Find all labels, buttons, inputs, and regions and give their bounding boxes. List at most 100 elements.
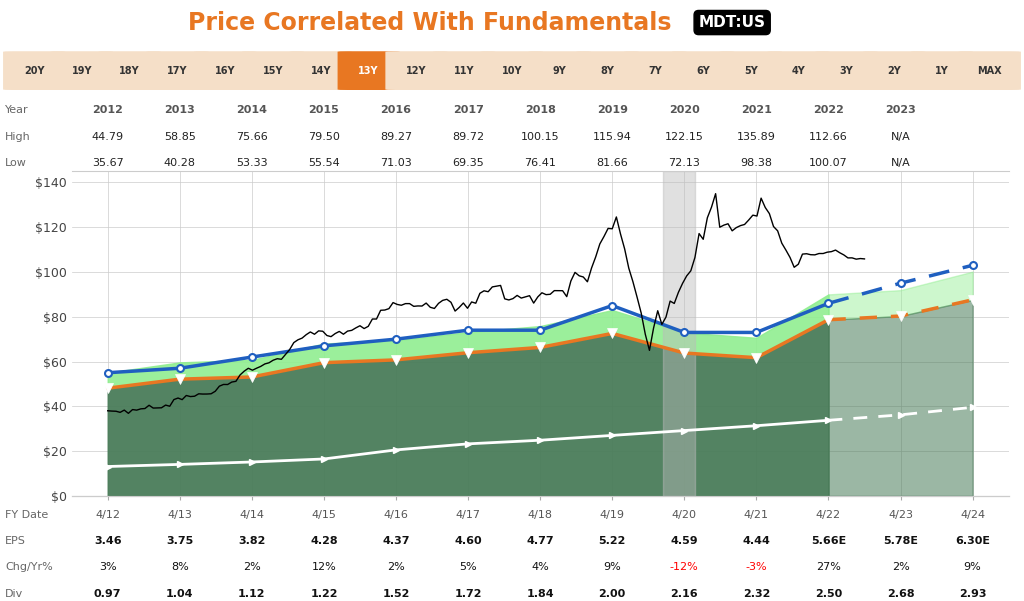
Text: 4.28: 4.28 bbox=[310, 536, 338, 546]
Text: 4/24: 4/24 bbox=[961, 510, 985, 520]
Text: 1.04: 1.04 bbox=[166, 588, 194, 599]
Text: 6.30E: 6.30E bbox=[955, 536, 990, 546]
Text: 20Y: 20Y bbox=[24, 66, 44, 76]
Text: 4/13: 4/13 bbox=[167, 510, 193, 520]
Text: 2023: 2023 bbox=[885, 105, 915, 115]
Text: 71.03: 71.03 bbox=[380, 159, 412, 168]
Text: 1.84: 1.84 bbox=[526, 588, 554, 599]
FancyBboxPatch shape bbox=[625, 51, 686, 90]
Text: EPS: EPS bbox=[5, 536, 26, 546]
Text: 2021: 2021 bbox=[741, 105, 772, 115]
Text: 5Y: 5Y bbox=[744, 66, 758, 76]
Text: 4/15: 4/15 bbox=[311, 510, 336, 520]
FancyBboxPatch shape bbox=[385, 51, 447, 90]
Text: 2%: 2% bbox=[243, 563, 261, 572]
Text: 5%: 5% bbox=[460, 563, 477, 572]
FancyBboxPatch shape bbox=[528, 51, 591, 90]
Text: 15Y: 15Y bbox=[263, 66, 284, 76]
Text: 3.75: 3.75 bbox=[166, 536, 194, 546]
FancyBboxPatch shape bbox=[720, 51, 782, 90]
Text: 2019: 2019 bbox=[597, 105, 628, 115]
Text: High: High bbox=[5, 132, 31, 142]
Text: Year: Year bbox=[5, 105, 29, 115]
Text: 18Y: 18Y bbox=[120, 66, 140, 76]
Text: 4/12: 4/12 bbox=[95, 510, 120, 520]
Text: 2018: 2018 bbox=[524, 105, 556, 115]
Text: 3Y: 3Y bbox=[840, 66, 853, 76]
Text: Chg/Yr%: Chg/Yr% bbox=[5, 563, 53, 572]
Text: 4/19: 4/19 bbox=[600, 510, 625, 520]
Text: 55.54: 55.54 bbox=[308, 159, 340, 168]
Bar bbox=[663, 171, 695, 496]
Text: 8Y: 8Y bbox=[601, 66, 614, 76]
FancyBboxPatch shape bbox=[958, 51, 1021, 90]
Text: 4/20: 4/20 bbox=[672, 510, 696, 520]
Text: 2%: 2% bbox=[387, 563, 404, 572]
FancyBboxPatch shape bbox=[672, 51, 734, 90]
FancyBboxPatch shape bbox=[481, 51, 543, 90]
Text: 12%: 12% bbox=[311, 563, 336, 572]
Text: 5.78E: 5.78E bbox=[883, 536, 919, 546]
Text: 17Y: 17Y bbox=[167, 66, 187, 76]
Text: 27%: 27% bbox=[816, 563, 841, 572]
Text: 10Y: 10Y bbox=[502, 66, 522, 76]
Text: 1.22: 1.22 bbox=[310, 588, 338, 599]
Text: 40.28: 40.28 bbox=[164, 159, 196, 168]
Text: MDT:US: MDT:US bbox=[698, 15, 766, 30]
FancyBboxPatch shape bbox=[911, 51, 973, 90]
FancyBboxPatch shape bbox=[290, 51, 352, 90]
Text: 2.93: 2.93 bbox=[958, 588, 986, 599]
Text: 4.59: 4.59 bbox=[671, 536, 698, 546]
FancyBboxPatch shape bbox=[98, 51, 161, 90]
Text: 2.00: 2.00 bbox=[599, 588, 626, 599]
Text: 2.68: 2.68 bbox=[887, 588, 914, 599]
FancyBboxPatch shape bbox=[242, 51, 304, 90]
Text: 53.33: 53.33 bbox=[237, 159, 267, 168]
Text: 72.13: 72.13 bbox=[669, 159, 700, 168]
Text: 2013: 2013 bbox=[165, 105, 196, 115]
Text: Low: Low bbox=[5, 159, 27, 168]
Text: 4/17: 4/17 bbox=[456, 510, 480, 520]
Text: N/A: N/A bbox=[891, 132, 910, 142]
Text: 100.15: 100.15 bbox=[521, 132, 559, 142]
Text: 7Y: 7Y bbox=[648, 66, 663, 76]
Text: 1.12: 1.12 bbox=[239, 588, 265, 599]
Text: 100.07: 100.07 bbox=[809, 159, 848, 168]
Text: 4%: 4% bbox=[531, 563, 549, 572]
Text: 12Y: 12Y bbox=[407, 66, 427, 76]
Text: 19Y: 19Y bbox=[72, 66, 92, 76]
Text: MAX: MAX bbox=[978, 66, 1002, 76]
Text: -3%: -3% bbox=[745, 563, 767, 572]
FancyBboxPatch shape bbox=[433, 51, 496, 90]
Text: 5.66E: 5.66E bbox=[811, 536, 846, 546]
Text: 11Y: 11Y bbox=[454, 66, 474, 76]
Text: 115.94: 115.94 bbox=[593, 132, 632, 142]
Text: 79.50: 79.50 bbox=[308, 132, 340, 142]
Text: 9Y: 9Y bbox=[553, 66, 566, 76]
Text: 4/18: 4/18 bbox=[527, 510, 553, 520]
Text: 0.97: 0.97 bbox=[94, 588, 122, 599]
Text: 2012: 2012 bbox=[92, 105, 123, 115]
Text: 9%: 9% bbox=[964, 563, 981, 572]
Text: 4/21: 4/21 bbox=[743, 510, 769, 520]
Text: -12%: -12% bbox=[670, 563, 698, 572]
Text: 44.79: 44.79 bbox=[92, 132, 124, 142]
Text: 69.35: 69.35 bbox=[453, 159, 484, 168]
Text: 4/16: 4/16 bbox=[384, 510, 409, 520]
Text: 9%: 9% bbox=[603, 563, 622, 572]
Text: 4/22: 4/22 bbox=[816, 510, 841, 520]
Text: 58.85: 58.85 bbox=[164, 132, 196, 142]
Text: 2020: 2020 bbox=[669, 105, 699, 115]
Text: 4.37: 4.37 bbox=[382, 536, 410, 546]
Text: 4.60: 4.60 bbox=[455, 536, 482, 546]
FancyBboxPatch shape bbox=[338, 51, 399, 90]
Text: 135.89: 135.89 bbox=[737, 132, 776, 142]
Text: 2022: 2022 bbox=[813, 105, 844, 115]
FancyBboxPatch shape bbox=[815, 51, 878, 90]
Text: 89.72: 89.72 bbox=[452, 132, 484, 142]
Text: 75.66: 75.66 bbox=[236, 132, 267, 142]
Text: 2.50: 2.50 bbox=[815, 588, 842, 599]
FancyBboxPatch shape bbox=[577, 51, 639, 90]
Text: 8%: 8% bbox=[171, 563, 188, 572]
Text: 2.16: 2.16 bbox=[671, 588, 698, 599]
